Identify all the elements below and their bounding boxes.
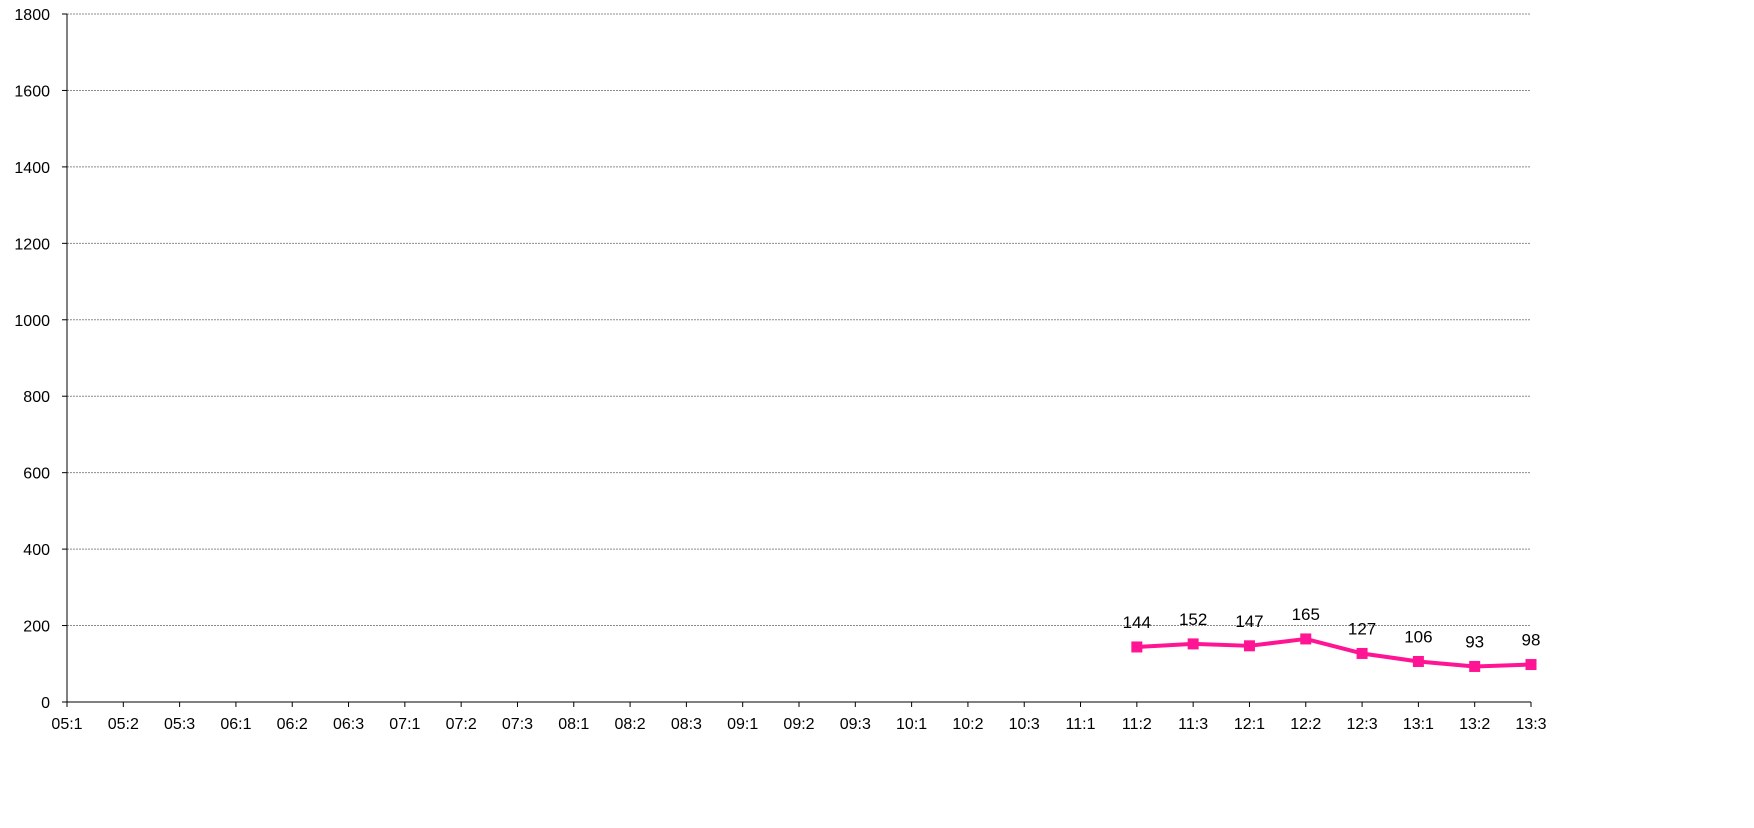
data-point-marker [1525,659,1537,671]
data-point-marker [1300,633,1312,645]
x-tick-label: 12:3 [1347,716,1378,733]
x-tick-label: 12:2 [1290,716,1321,733]
x-tick-label: 06:1 [220,716,251,733]
data-point-marker [1131,641,1143,653]
data-point-marker [1243,640,1255,652]
y-tick-label: 1800 [14,7,50,24]
x-tick-label: 13:2 [1459,716,1490,733]
y-tick-label: 1600 [14,83,50,100]
x-tick-label: 06:2 [277,716,308,733]
y-tick-label: 400 [23,542,50,559]
data-point-marker [1412,655,1424,667]
data-label: 127 [1348,619,1376,638]
x-tick-label: 05:3 [164,716,195,733]
data-label: 147 [1235,612,1263,631]
series-line [1134,636,1533,669]
y-tick-label: 1200 [14,236,50,253]
x-tick-label: 13:1 [1403,716,1434,733]
x-tick-label: 09:2 [783,716,814,733]
y-tick-label: 800 [23,389,50,406]
x-tick-label: 11:2 [1122,716,1152,733]
data-label: 106 [1404,627,1432,646]
y-tick-label: 0 [41,695,50,712]
x-tick-label: 10:1 [896,716,927,733]
data-label: 98 [1522,631,1541,650]
x-tick-label: 08:2 [615,716,646,733]
data-label: 152 [1179,610,1207,629]
x-tick-label: 11:3 [1178,716,1208,733]
axes [62,13,1532,707]
data-point-marker [1469,660,1481,672]
x-tick-label: 08:3 [671,716,702,733]
x-tick-label: 06:3 [333,716,364,733]
gridlines [67,13,1531,627]
x-tick-label: 09:3 [840,716,871,733]
y-tick-label: 1400 [14,160,50,177]
x-tick-label: 12:1 [1234,716,1265,733]
x-tick-label: 07:2 [446,716,477,733]
data-point-marker [1187,638,1199,650]
x-tick-labels: 05:1 05:2 05:3 06:1 06:2 06:3 07:1 07:2 07:3 08:1… [51,716,1546,733]
data-label: 165 [1292,605,1320,624]
x-tick-label: 05:2 [108,716,139,733]
x-tick-label: 08:1 [558,716,589,733]
data-labels: 144 152 147 165 127 106 93 98 [1123,605,1541,652]
data-label: 93 [1465,632,1484,651]
series [1131,633,1537,672]
y-tick-label: 200 [23,619,50,636]
y-tick-label: 1000 [14,313,50,330]
x-tick-label: 11:1 [1066,716,1096,733]
x-tick-label: 07:1 [389,716,420,733]
x-tick-label: 13:3 [1515,716,1546,733]
y-tick-label: 600 [23,466,50,483]
x-tick-label: 07:3 [502,716,533,733]
data-label: 144 [1123,613,1151,632]
x-tick-label: 10:3 [1009,716,1040,733]
y-tick-labels: 0 200 400 600 800 1000 1200 1400 1600 1800 [14,7,50,712]
x-tick-label: 05:1 [51,716,82,733]
data-point-marker [1356,647,1368,659]
x-tick-label: 10:2 [952,716,983,733]
x-tick-label: 09:1 [727,716,758,733]
